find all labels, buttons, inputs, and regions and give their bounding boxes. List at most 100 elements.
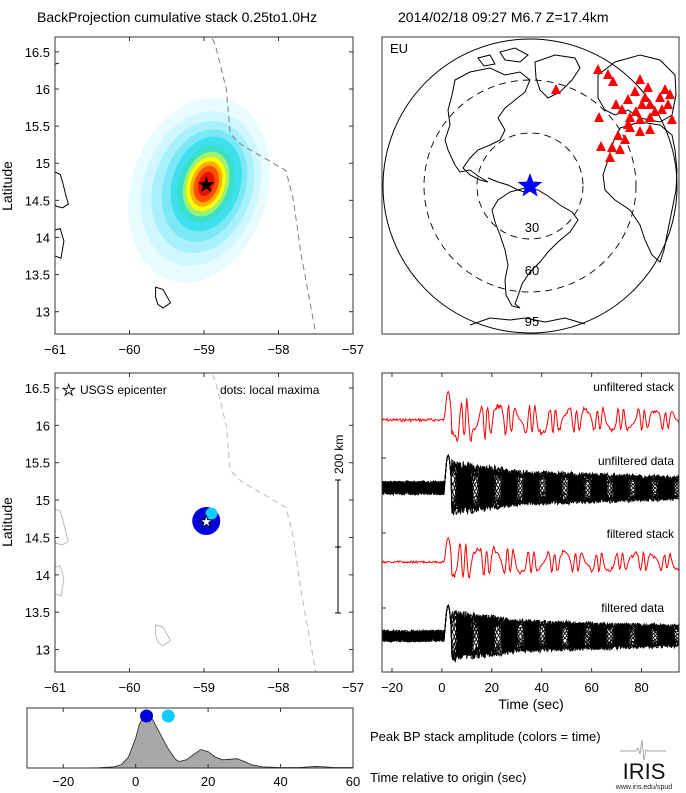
x-tick-label: −57: [342, 342, 364, 357]
logo-url: www.iris.edu/spud: [615, 784, 673, 791]
ring-label-60: 60: [525, 263, 539, 278]
trace-label: unfiltered stack: [593, 380, 675, 394]
unfiltered-stack-trace: [382, 390, 679, 443]
island-outline: [155, 286, 172, 309]
panel-title: Peak BP stack amplitude (colors = time): [370, 729, 601, 744]
y-tick-label: 16: [36, 82, 50, 97]
coastlines: [55, 398, 172, 647]
x-tick-label: 80: [634, 680, 648, 695]
peak-amplitude-panel: −20 0 20 40 60 Peak BP stack amplitude (colo…: [26, 707, 601, 789]
x-tick-label: 40: [534, 680, 548, 695]
station-triangle-icon: [645, 124, 655, 134]
x-tick-label: 40: [273, 774, 287, 789]
x-tick-label: −61: [44, 680, 66, 695]
station-triangle-icon: [594, 112, 604, 122]
axes: −61 −60 −59 −58 −57 16.5 16 15.5 15 14.5 14 13.5 13: [25, 373, 364, 695]
x-tick-label: −57: [342, 680, 364, 695]
island-outline: [55, 171, 69, 209]
station-triangle-icon: [660, 84, 670, 94]
epicenter-star-icon: ★: [196, 172, 216, 197]
island-outline: [55, 508, 69, 546]
station-triangle-icon: [635, 126, 645, 136]
station-triangle-icon: [608, 76, 618, 86]
y-tick-label: 14.5: [25, 193, 50, 208]
plot-frame: [381, 372, 680, 673]
island-outline: [155, 624, 172, 647]
heat-contour: [197, 171, 215, 197]
y-tick-label: 16.5: [25, 45, 50, 60]
legend-star-icon: ★: [62, 382, 75, 399]
continent-outlines: [444, 47, 678, 326]
y-tick-label: 13.5: [25, 268, 50, 283]
filtered-data-trace: [382, 604, 679, 660]
ring-label-30: 30: [525, 220, 539, 235]
y-tick-label: 16: [36, 418, 50, 433]
y-tick-label: 16.5: [25, 381, 50, 396]
x-tick-label: −58: [267, 680, 289, 695]
y-tick-label: 13: [36, 305, 50, 320]
y-tick-label: 14: [36, 568, 50, 583]
x-tick-label: 20: [201, 774, 215, 789]
scale-bar: [335, 479, 341, 614]
station-triangle-icon: [593, 64, 603, 74]
legend-dots: dots: local maxima: [220, 383, 320, 397]
y-tick-label: 15.5: [25, 119, 50, 134]
x-tick-label: 20: [485, 680, 499, 695]
unfiltered-data-trace: [382, 454, 679, 512]
station-triangle-icon: [667, 114, 677, 124]
island-outline: [55, 565, 65, 597]
station-triangle-icon: [643, 82, 653, 92]
event-info: 2014/02/18 09:27 M6.7 Z=17.4km: [398, 9, 609, 25]
stations: [551, 64, 677, 162]
y-axis-label: Latitude: [0, 497, 15, 547]
x-tick-label: 60: [346, 774, 360, 789]
station-triangle-icon: [625, 112, 635, 122]
y-tick-label: 15: [36, 156, 50, 171]
ring-60: [423, 79, 637, 293]
x-tick-label: −60: [118, 342, 140, 357]
figure-title: BackProjection cumulative stack 0.25to1.…: [37, 9, 317, 25]
maximum-time-dot: [161, 709, 175, 723]
scale-label: 200 km: [332, 435, 346, 474]
station-triangle-icon: [645, 99, 655, 109]
y-tick-label: 14: [36, 230, 50, 245]
station-triangle-icon: [607, 142, 617, 152]
station-triangle-icon: [655, 92, 665, 102]
station-triangle-icon: [665, 89, 675, 99]
station-triangle-icon: [630, 86, 640, 96]
x-tick-label: 60: [584, 680, 598, 695]
y-tick-label: 15.5: [25, 456, 50, 471]
y-tick-label: 13.5: [25, 605, 50, 620]
island-outline: [55, 398, 59, 401]
station-triangle-icon: [635, 74, 645, 84]
y-tick-label: 13: [36, 643, 50, 658]
station-triangle-icon: [617, 104, 627, 114]
epicenter-star-icon: [517, 173, 543, 197]
globe-outline: [382, 38, 678, 334]
station-triangle-icon: [623, 94, 633, 104]
x-tick-label: −20: [52, 774, 74, 789]
station-triangle-icon: [613, 130, 623, 140]
unfiltered-data-trace: [382, 454, 679, 515]
x-axis-label: Time (sec): [498, 696, 564, 712]
island-outline: [55, 62, 59, 65]
station-triangle-icon: [615, 144, 625, 154]
y-tick-label: 15: [36, 493, 50, 508]
y-axis-label: Latitude: [0, 161, 15, 211]
x-tick-label: −61: [44, 342, 66, 357]
axes: −20 0 20 40 60: [52, 708, 360, 789]
filtered-stack-trace: [382, 537, 679, 580]
filtered-data-trace: [382, 604, 679, 660]
logo-text: IRIS: [623, 759, 666, 784]
station-triangle-icon: [623, 119, 633, 129]
local-maxima-dots: [192, 507, 221, 536]
station-triangle-icon: [596, 141, 606, 151]
plot-frame: [381, 36, 680, 335]
coastlines: [55, 62, 172, 309]
x-tick-label: −60: [118, 680, 140, 695]
station-triangle-icon: [663, 99, 673, 109]
plot-frame: [26, 707, 354, 769]
stack-heatmap: [128, 97, 271, 283]
station-triangle-icon: [603, 69, 613, 79]
